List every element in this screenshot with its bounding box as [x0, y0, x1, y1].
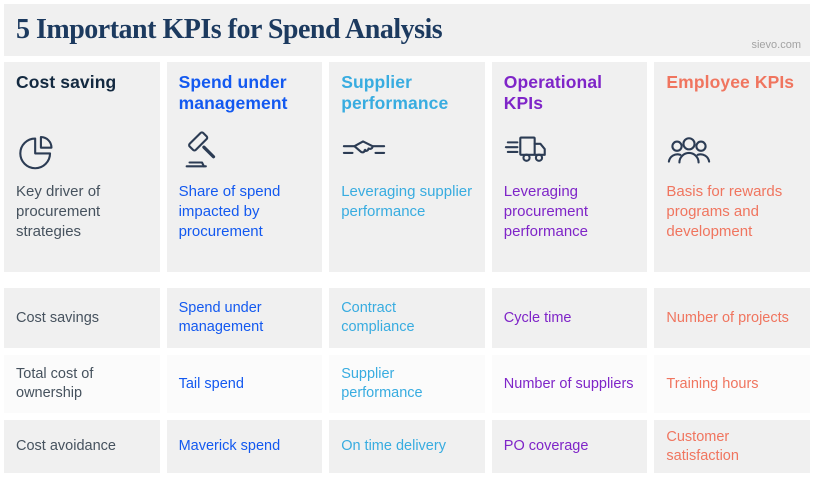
kpi-row-1: Cost savings Spend under management Cont… — [4, 288, 810, 348]
truck-icon — [504, 124, 636, 178]
kpi-cell: Cycle time — [491, 288, 648, 348]
kpi-cell: Supplier performance — [329, 355, 485, 413]
title-band: 5 Important KPIs for Spend Analysis siev… — [4, 4, 810, 56]
gavel-icon — [179, 124, 311, 178]
kpi-cell: Contract compliance — [329, 288, 485, 348]
column-cards: Cost saving Key driver of procurement st… — [4, 62, 810, 272]
column-header: Spend under management — [178, 72, 288, 114]
column-header: Supplier performance — [341, 72, 449, 114]
column-description: Share of spend impacted by procurement — [178, 183, 281, 240]
watermark: sievo.com — [751, 39, 801, 51]
column-card-cost-saving: Cost saving Key driver of procurement st… — [4, 62, 160, 272]
kpi-cell: PO coverage — [491, 420, 648, 473]
pie-chart-icon — [16, 124, 148, 178]
column-header: Operational KPIs — [503, 72, 603, 114]
kpi-cell: Number of suppliers — [491, 355, 648, 413]
column-header: Employee KPIs — [666, 72, 795, 92]
handshake-icon — [341, 124, 473, 178]
kpi-cell: Cost savings — [4, 288, 160, 348]
column-card-operational-kpis: Operational KPIs Leveraging procurement … — [491, 62, 648, 272]
column-header: Cost saving — [16, 72, 117, 92]
kpi-row-3: Cost avoidance Maverick spend On time de… — [4, 420, 810, 473]
column-description: Leveraging supplier performance — [341, 183, 473, 220]
kpi-cell: Total cost of ownership — [4, 355, 160, 413]
column-description: Leveraging procurement performance — [503, 183, 589, 240]
kpi-cell: Spend under management — [166, 288, 323, 348]
kpi-row-2: Total cost of ownership Tail spend Suppl… — [4, 355, 810, 413]
page-title: 5 Important KPIs for Spend Analysis — [16, 14, 443, 45]
column-card-employee-kpis: Employee KPIs Basis for rewards programs… — [654, 62, 810, 272]
column-card-spend-under-management: Spend under management Share of spend im… — [166, 62, 323, 272]
column-card-supplier-performance: Supplier performance Leveraging supplier… — [329, 62, 485, 272]
kpi-cell: Tail spend — [166, 355, 323, 413]
column-description: Basis for rewards programs and developme… — [666, 183, 783, 240]
kpi-cell: Cost avoidance — [4, 420, 160, 473]
column-description: Key driver of procurement strategies — [16, 183, 101, 240]
kpi-cell: Maverick spend — [166, 420, 323, 473]
kpi-cell: Customer satisfaction — [654, 420, 810, 473]
kpi-cell: Training hours — [654, 355, 810, 413]
kpi-cell: Number of projects — [654, 288, 810, 348]
kpi-cell: On time delivery — [329, 420, 485, 473]
people-icon — [666, 124, 798, 178]
